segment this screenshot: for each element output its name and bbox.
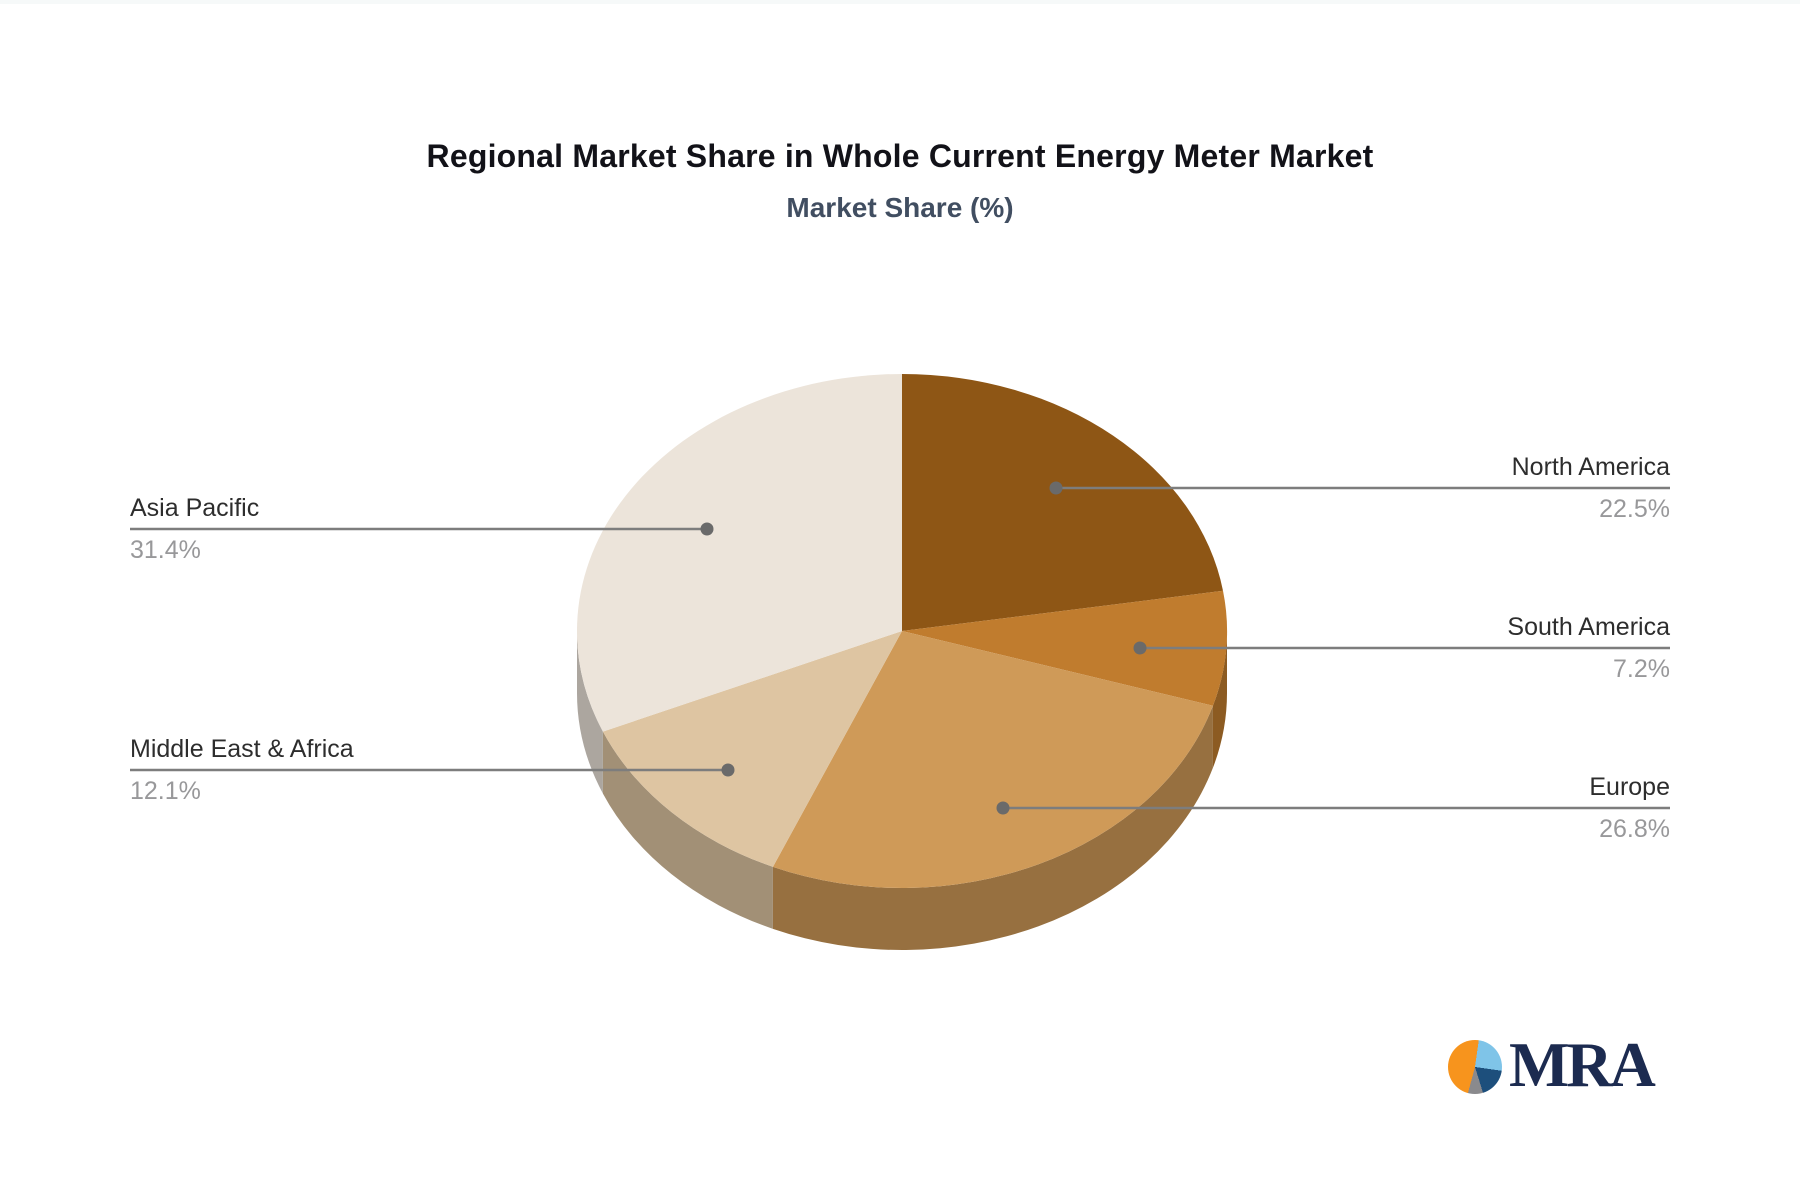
leader-dot — [721, 763, 735, 777]
slice-label: North America — [1511, 453, 1670, 481]
pie-chart-icon — [1448, 1040, 1502, 1094]
label-south-america: South America 7.2% — [1250, 610, 1670, 684]
label-asia-pacific: Asia Pacific 31.4% — [130, 491, 550, 565]
leader-dot — [1049, 481, 1063, 495]
slice-label: Europe — [1589, 773, 1670, 801]
logo-text: MRA — [1509, 1029, 1656, 1100]
slice-label: Asia Pacific — [130, 494, 260, 522]
leader-dot — [996, 801, 1010, 815]
pie-slice — [772, 631, 1213, 888]
mra-logo: MRA — [1448, 1029, 1656, 1100]
label-north-america: North America 22.5% — [1250, 450, 1670, 524]
pie-slice — [576, 374, 902, 732]
leader-dot — [1133, 641, 1147, 655]
pie-slice — [602, 631, 902, 867]
leader-dot — [700, 522, 714, 536]
slice-label: Middle East & Africa — [130, 735, 354, 763]
pie-slice — [577, 631, 603, 794]
pie-slice — [602, 731, 773, 929]
label-europe: Europe 26.8% — [1250, 770, 1670, 844]
slice-label: South America — [1507, 613, 1670, 641]
slice-value: 22.5% — [1599, 495, 1670, 523]
slice-value: 26.8% — [1599, 815, 1670, 843]
page-top-border — [0, 0, 1800, 4]
pie-slice — [772, 705, 1213, 950]
chart-subtitle: Market Share (%) — [786, 192, 1014, 223]
pie-slice — [902, 374, 1223, 631]
label-middle-east-africa: Middle East & Africa 12.1% — [130, 732, 550, 806]
pie-slice — [902, 590, 1227, 706]
slice-value: 7.2% — [1613, 655, 1670, 683]
slice-value: 12.1% — [130, 777, 201, 805]
chart-title: Regional Market Share in Whole Current E… — [426, 138, 1374, 174]
pie-slice — [1212, 631, 1227, 768]
slice-value: 31.4% — [130, 536, 201, 564]
